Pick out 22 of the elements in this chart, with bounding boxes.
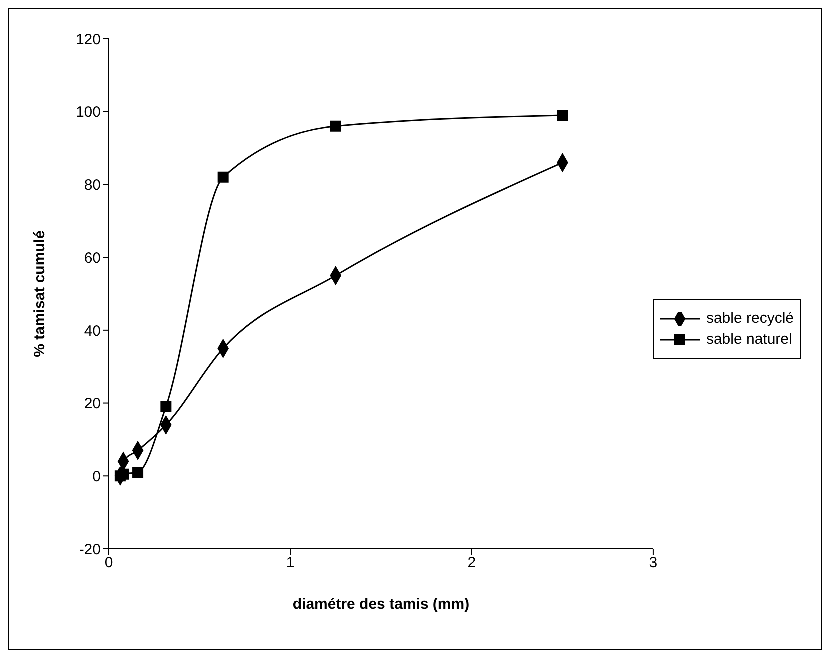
point (557, 110, 568, 121)
y-tick-label: 80 (84, 177, 101, 194)
y-tick-label: 20 (84, 396, 101, 413)
point (118, 468, 130, 480)
x-tick-label: 1 (286, 554, 295, 572)
point (218, 172, 229, 183)
x-axis-title: diamétre des tamis (mm) (292, 596, 470, 613)
x-tick-label: 0 (104, 554, 114, 572)
y-tick-label: 60 (84, 250, 101, 267)
legend-label: sable naturel (706, 331, 792, 348)
point (160, 401, 172, 412)
y-tick-label: 100 (76, 104, 101, 122)
x-tick-label: 3 (649, 554, 658, 572)
legend-label: sable recyclé (706, 310, 794, 327)
point (132, 467, 144, 478)
y-tick-label: 0 (92, 468, 101, 486)
y-axis-title: % tamisat cumulé (31, 230, 48, 358)
x-tick-label: 2 (468, 554, 476, 572)
y-tick-label: 120 (76, 31, 101, 48)
point (330, 120, 342, 132)
y-tick-label: -20 (79, 541, 101, 558)
y-tick-label: 40 (84, 322, 101, 340)
